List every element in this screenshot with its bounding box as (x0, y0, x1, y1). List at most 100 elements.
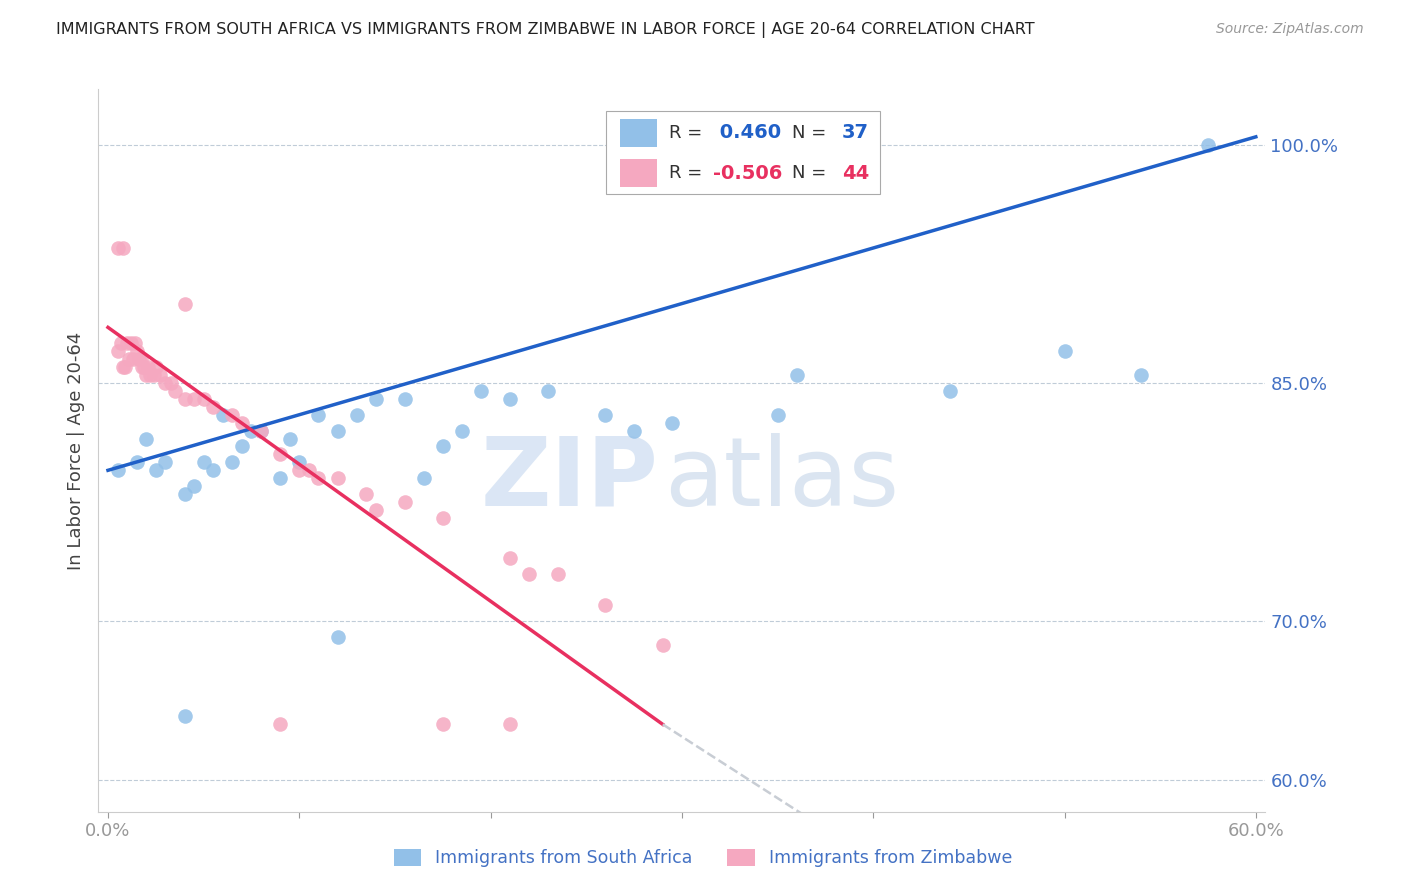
Point (142, 368, 165, 382)
Y-axis label: In Labor Force | Age 20-64: In Labor Force | Age 20-64 (66, 331, 84, 570)
Point (786, 368, 808, 382)
Point (173, 487, 195, 501)
Point (202, 400, 225, 414)
Point (470, 384, 492, 398)
Point (623, 424, 645, 438)
Point (107, 241, 129, 255)
Point (125, 344, 148, 359)
Point (517, 566, 540, 581)
Point (651, 638, 673, 652)
Point (136, 360, 159, 375)
Point (134, 360, 156, 375)
Text: N =: N = (792, 164, 831, 182)
Point (145, 360, 167, 375)
Point (120, 336, 142, 351)
Point (145, 463, 167, 477)
Point (269, 717, 291, 731)
Point (202, 463, 225, 477)
Point (661, 416, 683, 430)
Text: atlas: atlas (665, 433, 900, 526)
Text: IMMIGRANTS FROM SOUTH AFRICA VS IMMIGRANTS FROM ZIMBABWE IN LABOR FORCE | AGE 20: IMMIGRANTS FROM SOUTH AFRICA VS IMMIGRAN… (56, 22, 1035, 38)
Point (307, 408, 329, 422)
Point (250, 424, 273, 438)
Point (766, 408, 789, 422)
Point (155, 455, 177, 469)
Point (938, 384, 960, 398)
Point (1197, 137, 1219, 152)
Point (221, 455, 243, 469)
Point (193, 392, 215, 406)
Point (288, 463, 311, 477)
Point (125, 455, 148, 469)
Point (107, 344, 129, 359)
Point (326, 471, 349, 485)
Point (112, 360, 135, 375)
Point (1053, 344, 1076, 359)
Text: N =: N = (792, 124, 831, 142)
Point (288, 455, 311, 469)
Point (135, 432, 157, 446)
Point (499, 392, 522, 406)
Point (298, 463, 321, 477)
Point (173, 392, 195, 406)
Point (107, 463, 129, 477)
Point (1130, 368, 1153, 382)
Point (432, 511, 454, 525)
Point (326, 424, 349, 438)
Point (163, 384, 186, 398)
Point (135, 368, 157, 382)
Text: -0.506: -0.506 (713, 163, 783, 183)
Point (183, 479, 205, 493)
Text: R =: R = (669, 164, 709, 182)
Text: ZIP: ZIP (481, 433, 658, 526)
FancyBboxPatch shape (606, 111, 880, 194)
Point (499, 717, 522, 731)
Point (432, 717, 454, 731)
Text: 44: 44 (842, 163, 869, 183)
Text: R =: R = (669, 124, 709, 142)
Point (354, 487, 377, 501)
Point (412, 471, 434, 485)
Point (432, 440, 454, 454)
Text: 37: 37 (842, 123, 869, 143)
Point (160, 376, 183, 390)
Point (394, 495, 416, 509)
Point (118, 352, 141, 367)
Point (394, 392, 416, 406)
Point (537, 384, 560, 398)
Point (110, 336, 132, 351)
Point (155, 376, 177, 390)
Text: Source: ZipAtlas.com: Source: ZipAtlas.com (1216, 22, 1364, 37)
Point (173, 709, 195, 723)
Point (231, 416, 253, 430)
Point (499, 550, 522, 565)
Point (547, 566, 569, 581)
Point (278, 432, 301, 446)
Point (269, 471, 291, 485)
Point (240, 424, 263, 438)
Point (193, 455, 215, 469)
Point (129, 352, 152, 367)
Point (326, 630, 349, 644)
Point (221, 408, 243, 422)
Point (307, 471, 329, 485)
Bar (620, 120, 658, 146)
Point (173, 296, 195, 310)
Point (250, 424, 273, 438)
Point (183, 392, 205, 406)
Point (149, 368, 172, 382)
Legend: Immigrants from South Africa, Immigrants from Zimbabwe: Immigrants from South Africa, Immigrants… (387, 842, 1019, 874)
Point (346, 408, 368, 422)
Point (115, 336, 138, 351)
Point (269, 447, 291, 461)
Point (451, 424, 474, 438)
Point (595, 408, 617, 422)
Point (211, 408, 233, 422)
Point (114, 360, 136, 375)
Point (231, 440, 253, 454)
Point (364, 503, 387, 517)
Point (364, 392, 387, 406)
Point (131, 360, 153, 375)
Point (121, 352, 143, 367)
Point (595, 599, 617, 613)
